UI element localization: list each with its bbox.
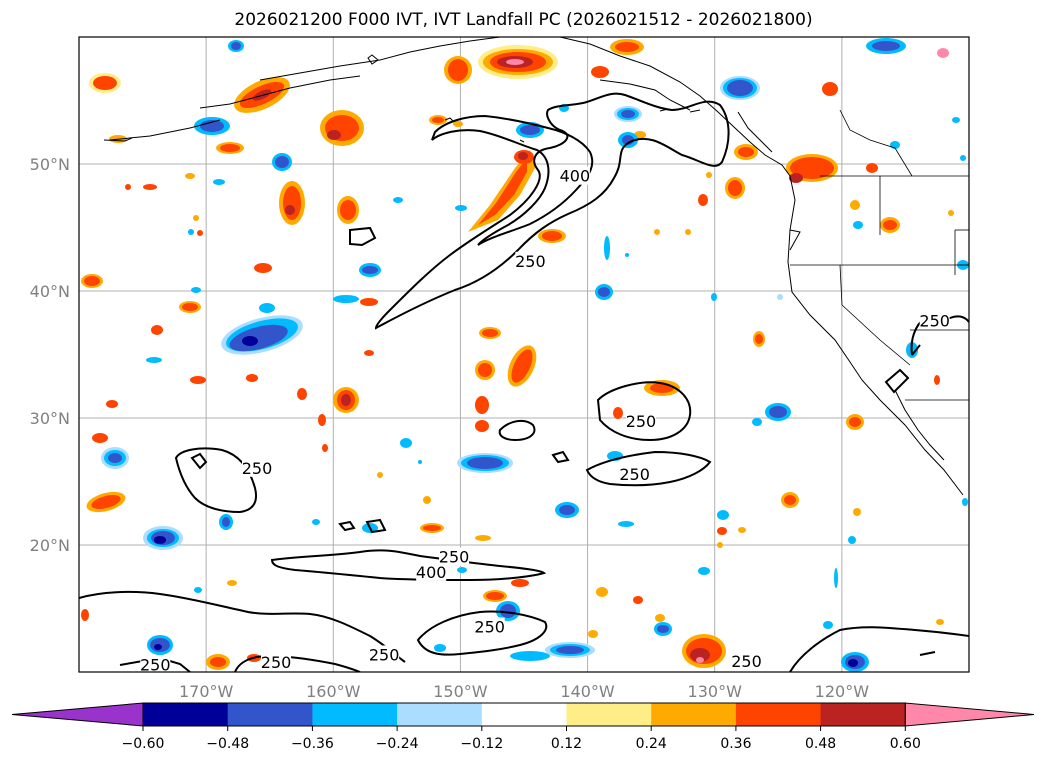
colorbar-segment — [735, 703, 822, 726]
colorbar-tick-label: 0.36 — [720, 736, 751, 752]
coastlines — [103, 37, 964, 496]
contour-250-se — [789, 626, 969, 672]
contour-label: 400 — [560, 167, 591, 186]
contour-label: 400 — [416, 563, 447, 582]
colorbar-segment — [651, 703, 737, 726]
contour-label-bg — [559, 166, 590, 185]
contour-250-band — [585, 450, 712, 487]
map-frame — [78, 36, 970, 673]
colorbar-outline — [142, 702, 906, 727]
colorbar-extend-high — [904, 702, 1035, 727]
colorbar-tick-label: −0.24 — [376, 736, 419, 752]
colorbar-tick-label: −0.48 — [206, 736, 249, 752]
contour-250-zonal — [270, 549, 547, 582]
colorbar-tick-label: 0.12 — [551, 736, 582, 752]
contour-250-plume — [374, 92, 730, 330]
gridlines — [79, 37, 969, 672]
colorbar-segment — [397, 703, 483, 726]
contour-250-tl2 — [919, 651, 936, 656]
lat-tick-label: 40°N — [30, 282, 70, 301]
colorbar-tick-label: −0.12 — [460, 736, 503, 752]
colorbar-tick-label: 0.48 — [805, 736, 836, 752]
contour-label-bg — [919, 311, 950, 330]
colorbar: −0.60 −0.48 −0.36 −0.24 −0.12 0.12 0.24 0.36 0.4… — [11, 702, 1035, 752]
contour-250-small-d — [551, 450, 570, 464]
contour-label: 250 — [261, 653, 292, 672]
lon-tick-label: 120°W — [815, 682, 870, 701]
ivt-shading — [81, 38, 969, 672]
lon-tick-label: 160°W — [306, 682, 361, 701]
contour-label-bg — [474, 617, 505, 636]
lon-tick-label: 150°W — [433, 682, 488, 701]
contour-label: 250 — [242, 459, 273, 478]
lon-tick-label: 140°W — [560, 682, 615, 701]
lat-tick-labels: 20°N 30°N 40°N 50°N — [30, 155, 70, 555]
contour-label-bg — [515, 251, 546, 270]
colorbar-segment — [143, 703, 229, 726]
contour-label-bg — [416, 562, 447, 581]
contour-250-small-c — [498, 419, 536, 442]
contour-250-coast-b — [884, 368, 910, 394]
colorbar-tick-label: −0.60 — [122, 736, 165, 752]
contour-label: 250 — [369, 645, 400, 664]
contour-250-zonal-inner — [338, 520, 356, 532]
contour-label-bg — [369, 645, 400, 664]
cool-anomaly — [101, 38, 969, 672]
colorbar-segment — [312, 703, 398, 726]
contour-250-small-b — [596, 381, 692, 442]
contour-label-bg — [731, 651, 762, 670]
lat-tick-label: 30°N — [30, 409, 70, 428]
colorbar-segment — [227, 703, 313, 726]
colorbar-extend-low — [11, 702, 144, 727]
contour-label-bg — [140, 655, 171, 672]
colorbar-tick-label: 0.60 — [890, 736, 921, 752]
contour-label: 250 — [515, 252, 546, 271]
contour-label-bg — [625, 411, 656, 430]
lon-tick-label: 130°W — [688, 682, 743, 701]
map-title: 2026021200 F000 IVT, IVT Landfall PC (20… — [234, 10, 813, 30]
contour-250-south-c — [416, 610, 548, 656]
lon-tick-label: 170°W — [179, 682, 234, 701]
contour-250-west-inner — [190, 452, 208, 470]
contour-label-bg — [619, 465, 650, 484]
contour-label: 250 — [919, 311, 950, 330]
colorbar-segment — [566, 703, 652, 726]
contour-250-south-b — [234, 654, 361, 672]
contour-250-south — [79, 590, 406, 663]
contour-label: 250 — [439, 548, 470, 567]
contour-label: 250 — [619, 465, 650, 484]
contour-250-small-a — [349, 226, 377, 247]
contour-label-bg — [261, 653, 292, 672]
colorbar-tick-label: −0.36 — [291, 736, 334, 752]
lat-tick-label: 50°N — [30, 155, 70, 174]
colorbar-tick-label: 0.24 — [636, 736, 667, 752]
contour-400-plume — [431, 114, 594, 246]
colorbar-segment — [481, 703, 567, 726]
contour-label: 250 — [731, 652, 762, 671]
lat-tick-label: 20°N — [30, 536, 70, 555]
lon-tick-labels: 170°W 160°W 150°W 140°W 130°W 120°W — [179, 682, 869, 701]
contour-label-bg — [242, 458, 272, 477]
contour-250-zonal-inner2 — [365, 518, 387, 534]
contour-label: 250 — [140, 656, 171, 675]
contour-label: 250 — [626, 412, 657, 431]
contour-label: 250 — [474, 618, 505, 637]
contour-250-west — [174, 447, 258, 514]
boundaries — [790, 109, 969, 401]
contour-label-bg — [439, 547, 470, 566]
warm-anomaly — [81, 39, 954, 670]
colorbar-segment — [820, 703, 906, 726]
